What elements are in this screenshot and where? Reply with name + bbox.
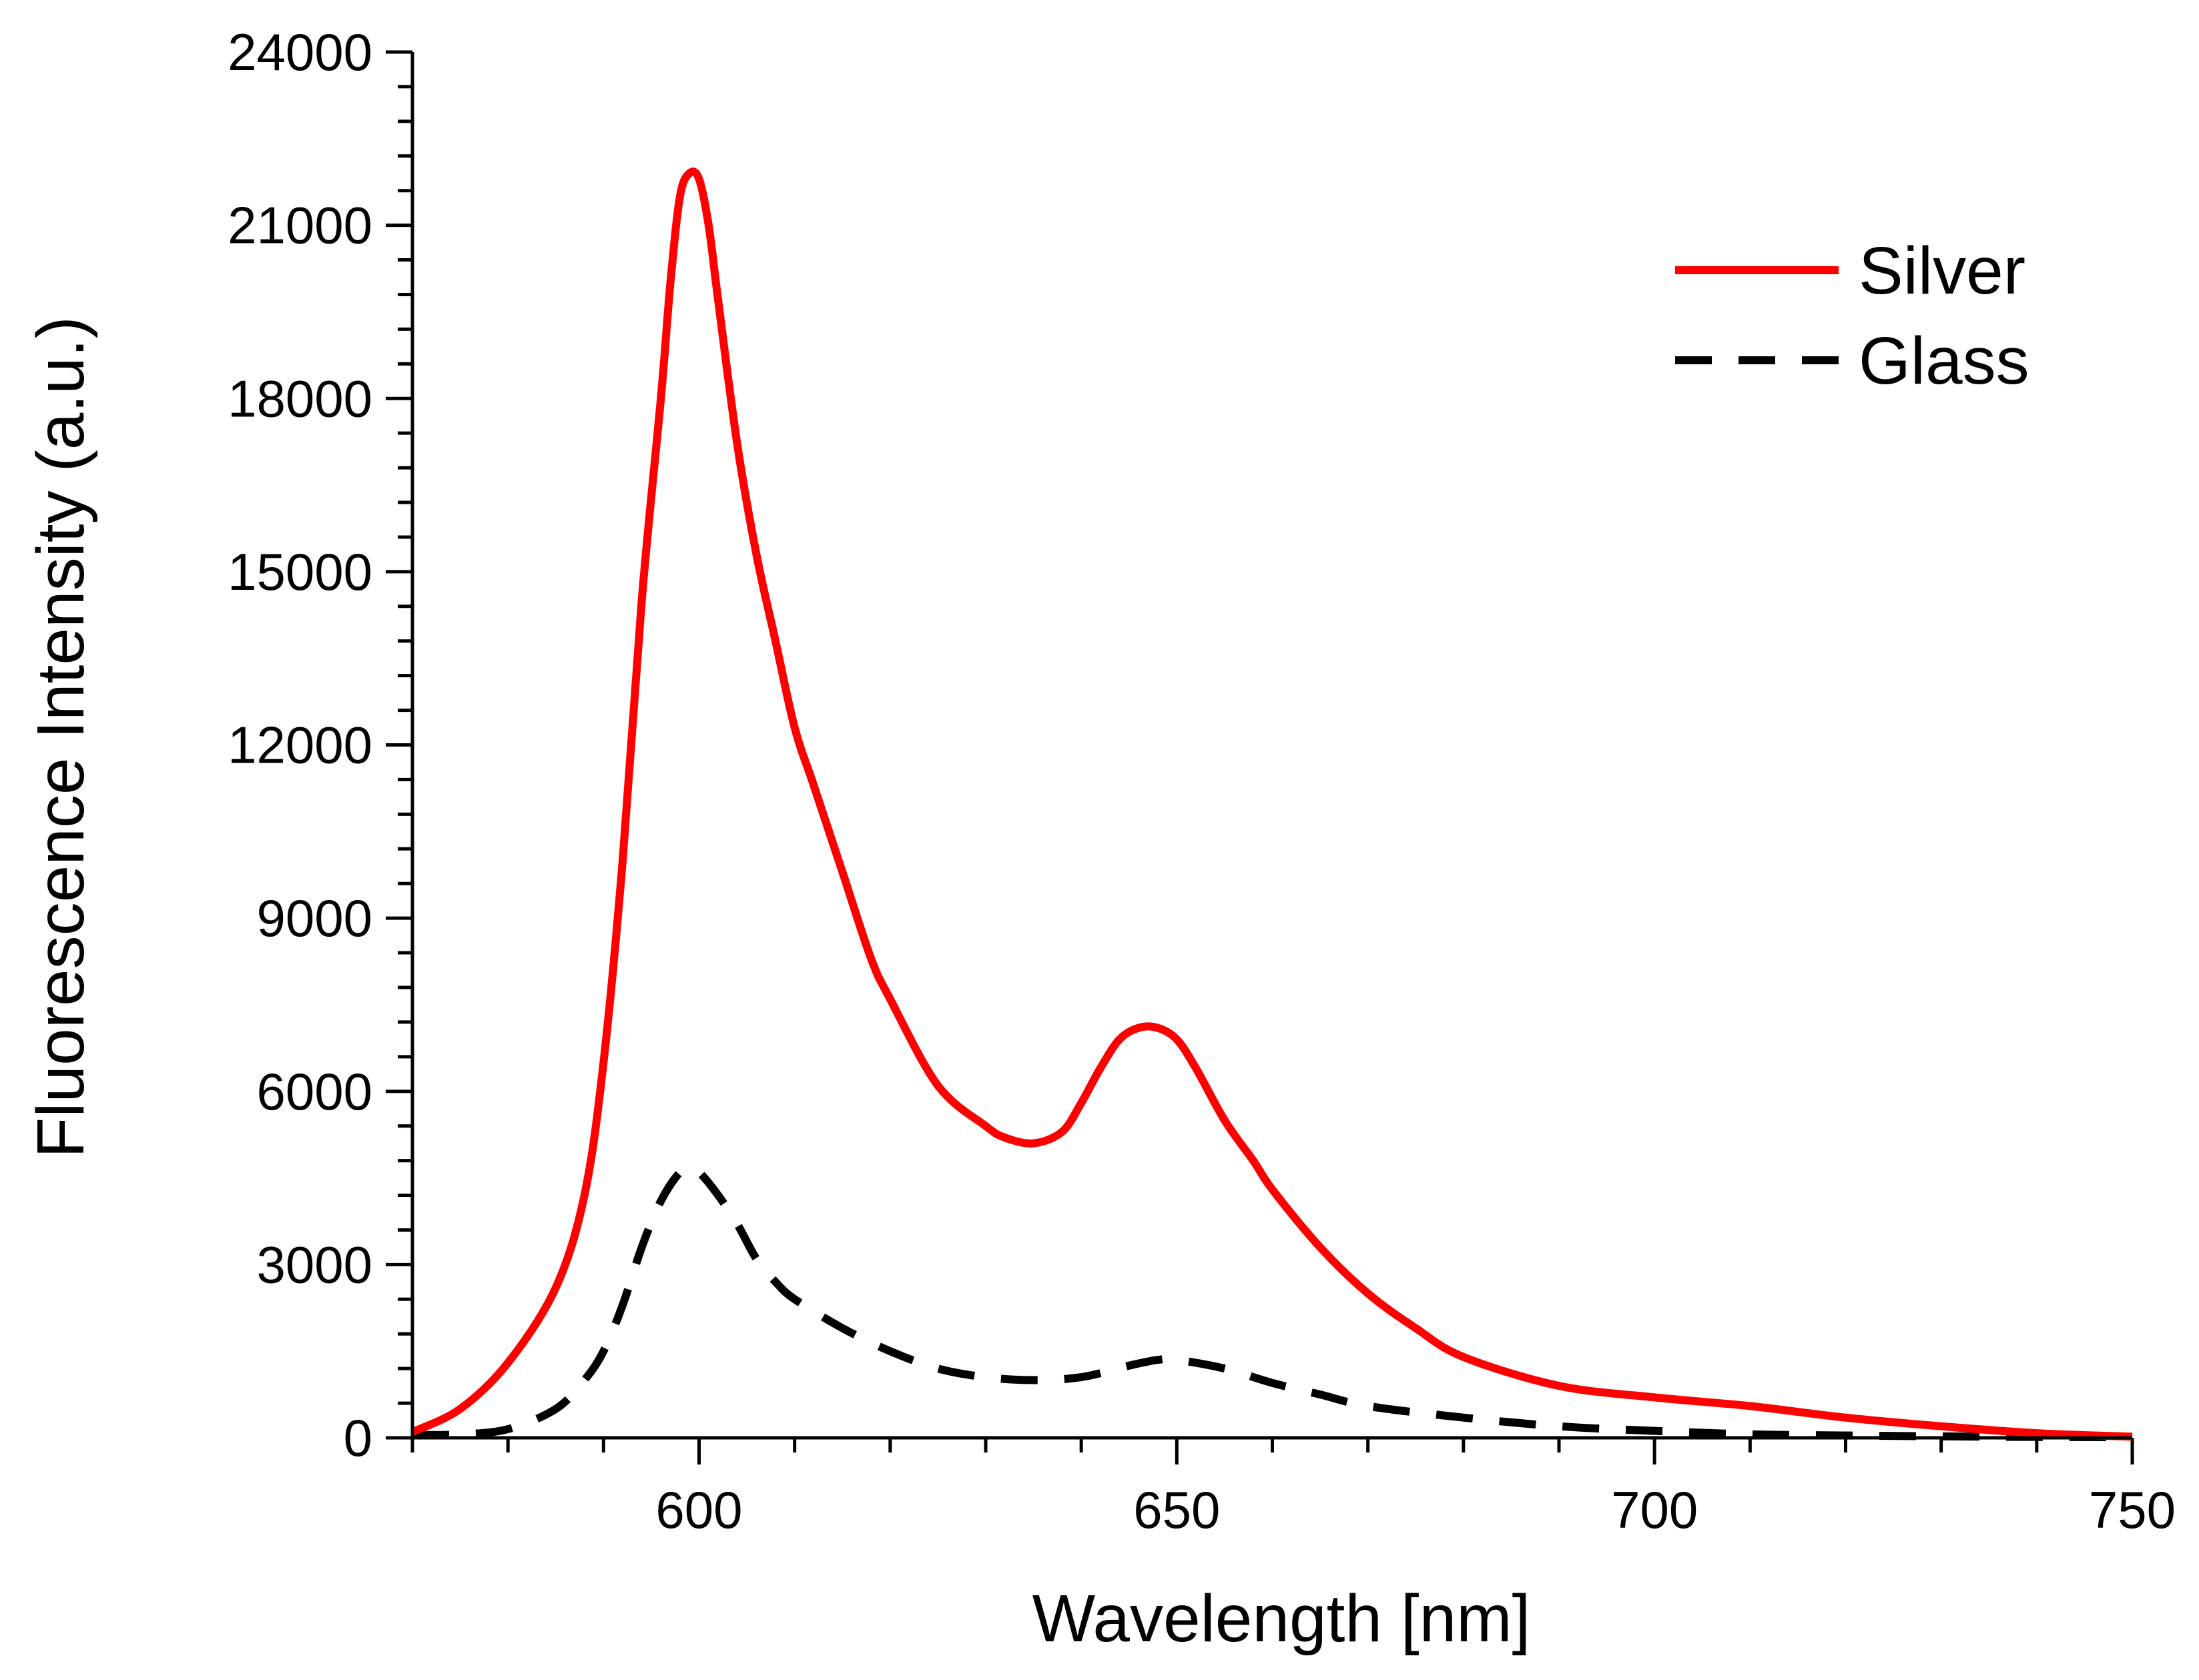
legend: Silver Glass bbox=[1675, 234, 2029, 398]
x-tick-label: 650 bbox=[1133, 1481, 1220, 1539]
x-tick-label: 700 bbox=[1611, 1481, 1698, 1539]
x-tick-label: 750 bbox=[2089, 1481, 2176, 1539]
series-line-silver bbox=[410, 167, 2133, 1441]
tick-marks bbox=[386, 50, 2134, 1464]
legend-label-silver: Silver bbox=[1859, 234, 2025, 308]
y-axis-title: Fluorescence Intensity (a.u.) bbox=[23, 316, 98, 1158]
y-tick-label: 18000 bbox=[228, 369, 372, 428]
legend-label-glass: Glass bbox=[1859, 324, 2029, 398]
y-tick-label: 9000 bbox=[256, 889, 372, 947]
y-tick-label: 0 bbox=[344, 1408, 372, 1467]
y-tick-label: 12000 bbox=[228, 716, 372, 775]
y-tick-label: 3000 bbox=[256, 1235, 372, 1294]
y-tick-label: 24000 bbox=[228, 23, 372, 81]
y-tick-label: 21000 bbox=[228, 196, 372, 255]
x-tick-labels: 600 650 700 750 bbox=[655, 1481, 2176, 1539]
data-series bbox=[410, 167, 2133, 1442]
x-axis-title: Wavelength [nm] bbox=[1032, 1581, 1531, 1656]
series-line-glass bbox=[412, 1164, 2133, 1442]
y-tick-label: 15000 bbox=[228, 542, 372, 601]
y-tick-labels: 0 3000 6000 9000 12000 15000 18000 21000… bbox=[228, 23, 372, 1467]
x-tick-label: 600 bbox=[655, 1481, 742, 1539]
y-tick-label: 6000 bbox=[256, 1062, 372, 1121]
